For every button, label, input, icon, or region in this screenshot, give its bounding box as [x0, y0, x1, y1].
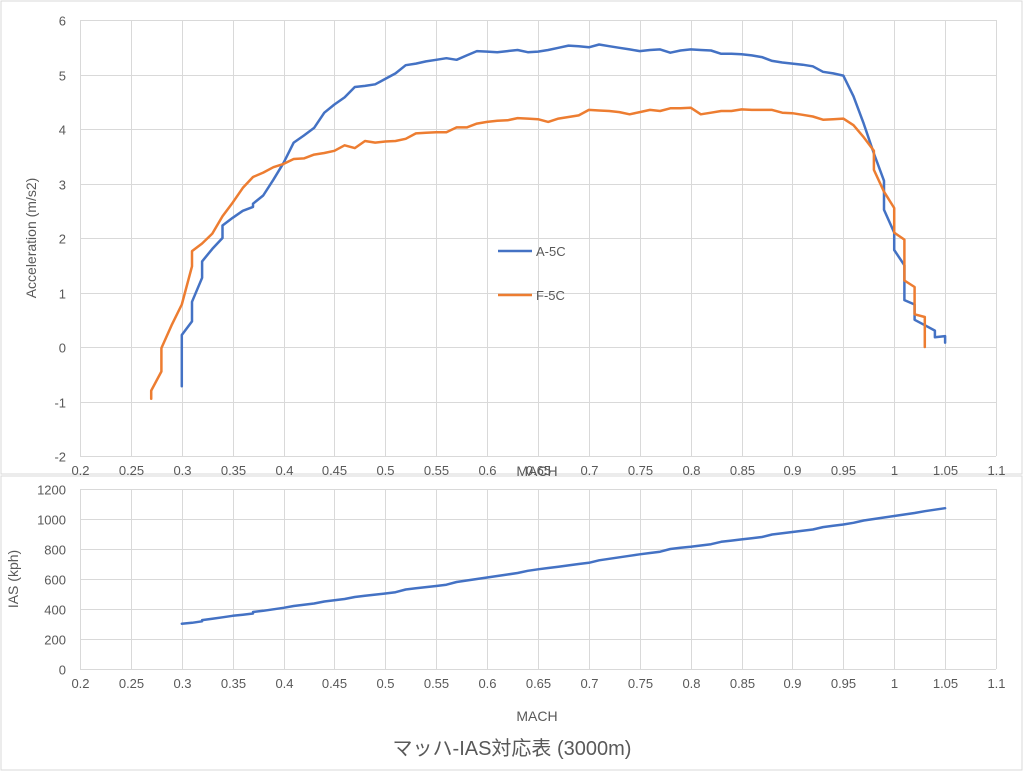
- accel-y-tick-label: -2: [54, 450, 66, 465]
- ias-series-line-ias: [180, 506, 947, 625]
- accel-x-tick-label: 0.55: [424, 463, 449, 478]
- accel-x-tick-label: 0.9: [783, 463, 801, 478]
- accel-x-tick-label: 0.25: [119, 463, 144, 478]
- accel-x-tick-label: 0.2: [71, 463, 89, 478]
- accel-x-tick-label: 0.85: [730, 463, 755, 478]
- ias-chart: 0.2 0.25 0.3 0.35 0.4 0.45 0.5 0.55 0.6 0.65 0.7 0.…: [5, 483, 1006, 761]
- ias-x-tick-label: 1.1: [987, 676, 1005, 691]
- accel-y-tick-label: 6: [59, 14, 66, 29]
- accel-y-tick-label: 2: [59, 232, 66, 247]
- accel-chart: 0.2 0.25 0.3 0.35 0.4 0.45 0.5 0.55 0.6 0.65 0.7 0.…: [23, 14, 1006, 480]
- ias-y-axis-title: IAS (kph): [5, 550, 21, 608]
- accel-x-axis-title: MACH: [516, 463, 557, 479]
- ias-y-tick-label: 1200: [37, 483, 66, 498]
- ias-y-tick-label: 400: [44, 603, 66, 618]
- ias-x-tick-label: 0.95: [831, 676, 856, 691]
- accel-x-tick-label: 0.45: [322, 463, 347, 478]
- accel-x-tick-label: 0.65: [526, 463, 551, 478]
- accel-series-line-f-5c: [149, 106, 927, 401]
- accel-x-tick-label: 0.6: [478, 463, 496, 478]
- accel-y-tick-label: 0: [59, 341, 66, 356]
- ias-y-tick-label: 200: [44, 633, 66, 648]
- ias-y-tick-label: 0: [59, 663, 66, 678]
- ias-x-tick-label: 0.4: [275, 676, 293, 691]
- accel-x-tick-label: 0.35: [221, 463, 246, 478]
- ias-x-tick-label: 0.35: [221, 676, 246, 691]
- accel-x-tick-label: 0.8: [682, 463, 700, 478]
- top-chart-frame: [0, 0, 1023, 475]
- ias-y-tick-label: 1000: [37, 513, 66, 528]
- accel-x-tick-label: 0.95: [831, 463, 856, 478]
- accel-x-tick-label: 0.3: [173, 463, 191, 478]
- accel-x-tick-label: 0.7: [580, 463, 598, 478]
- accel-y-axis-title: Acceleration (m/s2): [23, 178, 39, 299]
- ias-y-tick-label: 800: [44, 543, 66, 558]
- ias-x-tick-label: 1.05: [933, 676, 958, 691]
- accel-x-tick-label: 1.1: [987, 463, 1005, 478]
- ias-x-tick-label: 0.9: [783, 676, 801, 691]
- accel-y-tick-label: 5: [59, 69, 66, 84]
- accel-x-tick-label: 1: [891, 463, 898, 478]
- accel-y-tick-label: 3: [59, 178, 66, 193]
- ias-x-tick-label: 0.3: [173, 676, 191, 691]
- legend-label-a-5c: A-5C: [536, 244, 566, 259]
- ias-x-tick-label: 0.65: [526, 676, 551, 691]
- ias-x-tick-label: 0.55: [424, 676, 449, 691]
- ias-x-tick-label: 1: [891, 676, 898, 691]
- accel-x-tick-label: 0.5: [376, 463, 394, 478]
- chart-root: 0.2 0.25 0.3 0.35 0.4 0.45 0.5 0.55 0.6 0.65 0.7 0.…: [5, 14, 1006, 761]
- ias-y-tick-label: 600: [44, 573, 66, 588]
- accel-series-line-a-5c: [180, 43, 947, 388]
- ias-x-tick-label: 0.6: [478, 676, 496, 691]
- ias-x-tick-label: 0.75: [628, 676, 653, 691]
- ias-x-tick-label: 0.5: [376, 676, 394, 691]
- ias-x-axis-title: MACH: [516, 708, 557, 724]
- ias-x-tick-label: 0.25: [119, 676, 144, 691]
- ias-x-tick-label: 0.8: [682, 676, 700, 691]
- accel-y-tick-label: 1: [59, 287, 66, 302]
- accel-x-tick-label: 0.75: [628, 463, 653, 478]
- accel-x-tick-label: 0.4: [275, 463, 293, 478]
- accel-y-tick-label: 4: [59, 123, 66, 138]
- ias-x-tick-label: 0.85: [730, 676, 755, 691]
- ias-x-tick-label: 0.45: [322, 676, 347, 691]
- legend-label-f-5c: F-5C: [536, 288, 565, 303]
- ias-x-tick-label: 0.2: [71, 676, 89, 691]
- bottom-chart-frame: [0, 475, 1023, 771]
- accel-x-tick-label: 1.05: [933, 463, 958, 478]
- chart-title: マッハ-IAS対応表 (3000m): [393, 737, 632, 760]
- ias-x-tick-label: 0.7: [580, 676, 598, 691]
- accel-y-tick-label: -1: [54, 396, 66, 411]
